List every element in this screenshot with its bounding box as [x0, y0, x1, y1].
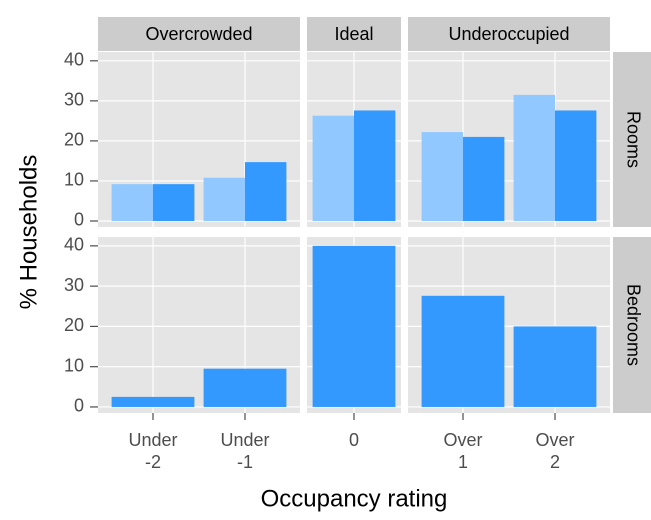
bar — [203, 368, 287, 407]
y-tick-label: 20 — [64, 315, 84, 335]
x-tick-label: 1 — [458, 452, 468, 472]
y-tick-label: 30 — [64, 275, 84, 295]
y-tick-label: 10 — [64, 355, 84, 375]
x-tick-label: Under — [128, 430, 177, 450]
row-strip — [613, 52, 651, 227]
y-tick-label: 20 — [64, 130, 84, 150]
y-tick-label: 0 — [74, 396, 84, 416]
row-strip-label: Bedrooms — [623, 284, 643, 366]
column-strip-label: Underoccupied — [448, 24, 569, 44]
x-tick-label: Over — [535, 430, 574, 450]
bar — [312, 245, 396, 407]
y-tick-label: 30 — [64, 90, 84, 110]
bar — [513, 94, 555, 221]
x-tick-label: 0 — [349, 430, 359, 450]
y-tick-label: 40 — [64, 50, 84, 70]
row-strip-label: Rooms — [623, 111, 643, 168]
bar — [245, 162, 287, 221]
x-tick-label: 2 — [550, 452, 560, 472]
x-tick-label: Under — [220, 430, 269, 450]
column-strip-label: Overcrowded — [145, 24, 252, 44]
row-strip — [613, 237, 651, 413]
column-strip — [98, 17, 300, 51]
y-tick-label: 40 — [64, 235, 84, 255]
x-tick-label: -2 — [145, 452, 161, 472]
bar — [153, 184, 195, 221]
bar — [111, 396, 195, 407]
x-tick-label: -1 — [237, 452, 253, 472]
x-tick-label: Over — [443, 430, 482, 450]
y-tick-label: 10 — [64, 170, 84, 190]
bar — [513, 326, 597, 407]
bar — [421, 132, 463, 221]
column-strip-label: Ideal — [334, 24, 373, 44]
bar — [354, 110, 396, 221]
y-axis-title: % Households — [15, 155, 42, 310]
bar — [463, 136, 505, 221]
bar — [312, 115, 354, 221]
x-axis-title: Occupancy rating — [261, 485, 448, 512]
bar — [421, 295, 505, 407]
column-strip — [307, 17, 401, 51]
y-tick-label: 0 — [74, 210, 84, 230]
bar — [203, 177, 245, 221]
bar — [555, 110, 597, 221]
column-strip — [408, 17, 610, 51]
bar — [111, 184, 153, 221]
